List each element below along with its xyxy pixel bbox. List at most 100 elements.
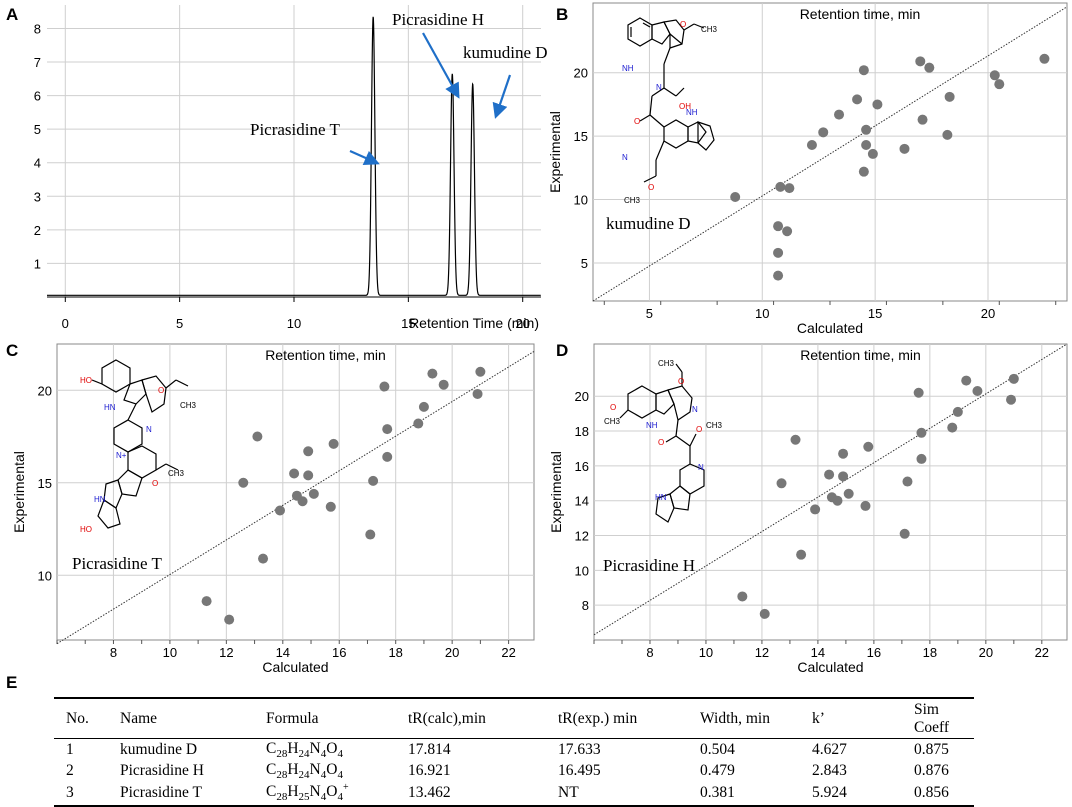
data-point — [899, 528, 910, 539]
row-k: 5.924 — [800, 781, 902, 807]
data-point — [297, 496, 308, 507]
row-name: Picrasidine H — [120, 762, 204, 780]
peak-label-kumudine-d: kumudine D — [463, 43, 548, 62]
header-tr-calc: tR(calc),min — [396, 697, 546, 739]
table-row: 2 Picrasidine H C28H24N4O4 16.921 16.495 0.47… — [54, 760, 974, 781]
struct-c-ch3-1: CH3 — [180, 401, 197, 410]
data-point — [860, 500, 871, 511]
data-point — [858, 65, 869, 76]
data-point — [252, 431, 263, 442]
x-axis-title: Calculated — [262, 659, 328, 675]
data-point — [382, 424, 393, 435]
header-tr-exp: tR(exp.) min — [546, 697, 688, 739]
plot-frame — [593, 343, 1068, 641]
structure-picrasidine-t-labels: HO HN O CH3 N N+ O CH3 HN HO — [80, 376, 197, 534]
data-point — [782, 226, 793, 237]
row-k: 2.843 — [812, 762, 847, 780]
x-tick-label: 18 — [388, 645, 402, 660]
data-point — [773, 247, 784, 258]
data-point — [224, 614, 235, 625]
data-point — [947, 422, 958, 433]
y-tick-label: 20 — [38, 383, 52, 398]
data-point — [872, 99, 883, 110]
arrow-kumudine-d — [492, 74, 512, 119]
data-point — [818, 127, 829, 138]
arrow-picrasidine-h — [422, 32, 460, 99]
struct-d-ch3-3: CH3 — [706, 421, 723, 430]
row-formula: C28H24N4O4 — [266, 761, 343, 782]
structure-picrasidine-h — [619, 363, 705, 523]
x-tick-label: 5 — [176, 316, 183, 331]
struct-b-o3: O — [648, 183, 654, 192]
x-tick-label: 15 — [868, 306, 882, 321]
data-point — [274, 505, 285, 516]
panel-letter-a: A — [6, 5, 18, 24]
x-tick-label: 20 — [445, 645, 459, 660]
data-point — [776, 478, 787, 489]
chart-title: Retention time, min — [800, 6, 921, 22]
data-point — [916, 427, 927, 438]
data-point — [413, 418, 424, 429]
struct-c-ho1: HO — [80, 376, 92, 385]
compound-label-picrasidine-h: Picrasidine H — [603, 556, 695, 575]
row-width: 0.479 — [700, 762, 735, 780]
data-point — [838, 448, 849, 459]
y-tick-label: 6 — [34, 89, 41, 104]
x-tick-label: 12 — [219, 645, 233, 660]
row-sim-coeff: 0.856 — [902, 781, 974, 807]
row-sim-coeff: 0.876 — [914, 762, 949, 780]
row-formula: C28H25N4O4+ — [254, 781, 396, 807]
data-point — [796, 549, 807, 560]
compound-label-picrasidine-t: Picrasidine T — [72, 554, 162, 573]
plot-frame — [56, 343, 535, 641]
struct-b-ch3-1: CH3 — [701, 25, 718, 34]
panel-letter-c: C — [6, 341, 18, 360]
scatter-panel-d: 8 10 12 14 16 18 20 22 8 10 12 14 16 18 20 Retention ti… — [548, 343, 1068, 675]
x-tick-label: 5 — [646, 306, 653, 321]
data-point — [238, 477, 249, 488]
x-tick-label: 22 — [501, 645, 515, 660]
y-axis-title: Experimental — [548, 451, 564, 533]
struct-c-ch3-2: CH3 — [168, 469, 185, 478]
y-tick-label: 16 — [575, 459, 589, 474]
x-axis-title: Retention Time (min) — [409, 315, 539, 331]
data-point — [737, 591, 748, 602]
y-tick-label: 8 — [34, 21, 41, 36]
x-tick-label: 0 — [62, 316, 69, 331]
struct-c-o2: O — [152, 479, 158, 488]
row-tr-calc: 16.921 — [408, 762, 451, 780]
data-point — [994, 79, 1005, 90]
row-width: 0.504 — [700, 741, 735, 759]
struct-d-o4: O — [696, 425, 702, 434]
y-tick-label: 4 — [34, 156, 41, 171]
row-no: 3 — [54, 781, 108, 807]
data-point — [810, 504, 821, 515]
struct-d-o3: O — [658, 438, 664, 447]
data-point — [365, 529, 376, 540]
struct-c-o1: O — [158, 386, 164, 395]
row-width: 0.381 — [688, 781, 800, 807]
data-point — [438, 379, 449, 390]
x-tick-label: 16 — [332, 645, 346, 660]
data-point — [303, 470, 314, 481]
data-point — [773, 221, 784, 232]
row-k: 4.627 — [812, 741, 847, 759]
table-row: 1 kumudine D C28H24N4O4 17.814 17.633 0.504 4.… — [54, 739, 974, 760]
data-point — [472, 388, 483, 399]
y-tick-label: 20 — [574, 66, 588, 81]
data-point — [952, 406, 963, 417]
table-header-row: No. Name Formula tR(calc),min tR(exp.) m… — [54, 697, 974, 739]
y-tick-label: 10 — [575, 563, 589, 578]
x-tick-label: 10 — [755, 306, 769, 321]
struct-d-o1: O — [678, 377, 684, 386]
x-tick-label: 18 — [923, 645, 937, 660]
struct-c-hn1: HN — [104, 403, 116, 412]
data-point — [902, 476, 913, 487]
scatter-panel-b: 5 10 15 20 5 10 15 20 Retention time, min Calcula… — [547, 2, 1068, 336]
data-point — [427, 368, 438, 379]
row-tr-exp: 17.633 — [558, 741, 601, 759]
data-point — [852, 94, 863, 105]
data-point — [328, 438, 339, 449]
data-point — [832, 495, 843, 506]
y-tick-label: 7 — [34, 55, 41, 70]
